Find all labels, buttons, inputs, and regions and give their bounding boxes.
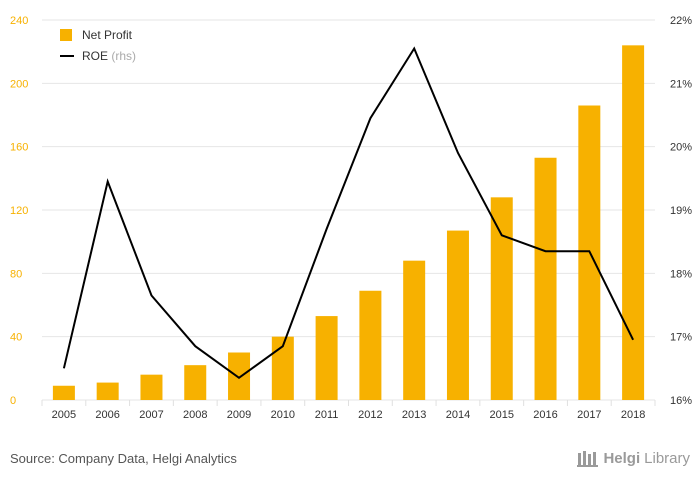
brand-name-part2: Library (644, 449, 690, 467)
x-axis-tick-label: 2017 (577, 409, 601, 421)
bar-net-profit-2012 (359, 290, 382, 400)
legend-label-roe: ROE (rhs) (82, 49, 136, 63)
right-axis-tick-label: 16% (670, 395, 692, 407)
x-axis-tick-label: 2010 (271, 409, 295, 421)
right-axis-tick-label: 17% (670, 332, 692, 344)
right-axis-tick-label: 20% (670, 142, 692, 154)
right-axis-tick-label: 21% (670, 78, 692, 90)
roe-line-group (62, 46, 634, 380)
roe-line (62, 46, 634, 380)
bar-net-profit-2005 (52, 385, 75, 400)
legend-label-roe-suffix: (rhs) (108, 49, 136, 63)
bar-net-profit-2013 (403, 260, 426, 400)
legend: Net Profit ROE (rhs) (60, 28, 136, 63)
left-axis-tick-label: 80 (10, 268, 22, 280)
brand-logo: Helgi Library (577, 449, 690, 467)
legend-label-roe-name: ROE (82, 49, 108, 63)
x-axis-tick-label: 2018 (621, 409, 645, 421)
x-axis-tick-label: 2009 (227, 409, 251, 421)
x-axis-tick-label: 2013 (402, 409, 426, 421)
legend-swatch-net-profit (60, 29, 72, 41)
bar-net-profit-2014 (446, 230, 469, 400)
footer: Source: Company Data, Helgi Analytics He… (0, 437, 700, 483)
right-axis-tick-label: 19% (670, 205, 692, 217)
left-axis: 0 40 80 120 160 200 240 (10, 15, 28, 407)
left-axis-tick-label: 120 (10, 205, 28, 217)
bar-net-profit-2011 (315, 316, 338, 400)
x-axis: 2005 2006 2007 2008 2009 2010 2011 2012 2013 2014… (52, 409, 646, 421)
source-text: Source: Company Data, Helgi Analytics (10, 451, 237, 466)
x-axis-tick-label: 2014 (446, 409, 470, 421)
x-axis-tick-label: 2006 (95, 409, 119, 421)
legend-label-net-profit: Net Profit (82, 28, 133, 42)
bar-net-profit-2006 (96, 382, 119, 400)
bar-net-profit-2009 (228, 352, 251, 400)
library-icon (577, 451, 599, 467)
right-axis-tick-label: 22% (670, 15, 692, 27)
x-axis-tick-label: 2005 (52, 409, 76, 421)
bar-net-profit-2016 (534, 157, 557, 400)
x-axis-tick-label: 2011 (315, 409, 339, 421)
x-axis-tick-label: 2016 (533, 409, 557, 421)
bar-net-profit-2007 (140, 374, 163, 400)
right-axis-tick-label: 18% (670, 268, 692, 280)
x-axis-tick-label: 2008 (183, 409, 207, 421)
bar-net-profit-2008 (184, 365, 207, 400)
x-axis-tick-label: 2012 (358, 409, 382, 421)
x-axis-tick-label: 2015 (490, 409, 514, 421)
net-profit-bars (52, 45, 645, 400)
left-axis-tick-label: 0 (10, 395, 16, 407)
bar-net-profit-2015 (490, 197, 513, 400)
left-axis-tick-label: 160 (10, 142, 28, 154)
grid-lines (41, 19, 656, 406)
left-axis-tick-label: 40 (10, 332, 22, 344)
bar-net-profit-2018 (622, 45, 645, 400)
right-axis: 16% 17% 18% 19% 20% 21% 22% (670, 15, 692, 407)
left-axis-tick-label: 200 (10, 78, 28, 90)
x-axis-tick-label: 2007 (139, 409, 163, 421)
bar-net-profit-2010 (271, 336, 294, 400)
left-axis-tick-label: 240 (10, 15, 28, 27)
brand-name-part1: Helgi (603, 449, 641, 467)
